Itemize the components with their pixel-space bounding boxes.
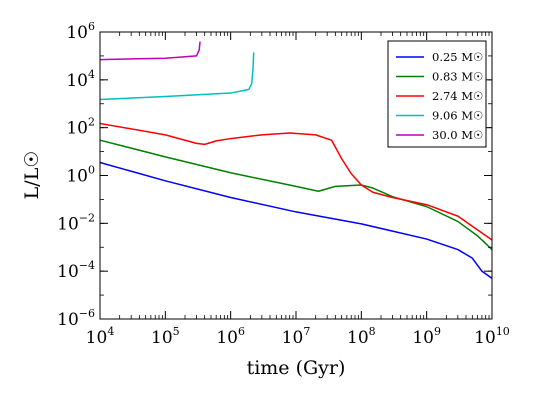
- x-tick-label: 1010: [474, 325, 510, 348]
- x-tick-label: 104: [86, 325, 115, 348]
- legend: 0.25 M☉ 0.83 M☉ 2.74 M☉ 9.06 M☉ 30.0 M☉: [387, 40, 487, 148]
- legend-label-0: 0.25 M☉: [432, 50, 483, 64]
- series-line-2: [99, 122, 493, 241]
- x-axis-label: time (Gyr): [247, 357, 346, 379]
- y-tick-label: 10−2: [57, 211, 95, 234]
- legend-label-3: 9.06 M☉: [432, 109, 483, 123]
- y-axis-label: L/L☉: [21, 151, 43, 200]
- ticks-layer: 104 105 106 107 108 109 1010 10−6 10−4 10−2 100 102…: [57, 20, 510, 348]
- x-tick-label: 105: [151, 325, 180, 348]
- series-line-4: [99, 41, 201, 61]
- y-tick-label: 10−6: [57, 307, 95, 330]
- series-line-0: [99, 161, 493, 279]
- x-tick-label: 109: [412, 325, 441, 348]
- y-tick-label: 104: [66, 68, 95, 91]
- x-tick-label: 106: [216, 325, 245, 348]
- series-layer: [99, 41, 493, 279]
- y-tick-label: 102: [66, 116, 95, 139]
- legend-box: [387, 40, 487, 148]
- y-tick-label: 10−4: [57, 259, 95, 282]
- series-line-3: [99, 52, 255, 101]
- x-tick-label: 107: [282, 325, 311, 348]
- y-tick-label: 100: [66, 164, 95, 187]
- x-tick-label: 108: [347, 325, 376, 348]
- y-tick-label: 106: [66, 20, 95, 43]
- legend-label-2: 2.74 M☉: [432, 89, 483, 103]
- legend-label-4: 30.0 M☉: [432, 128, 483, 142]
- legend-label-1: 0.83 M☉: [432, 70, 483, 84]
